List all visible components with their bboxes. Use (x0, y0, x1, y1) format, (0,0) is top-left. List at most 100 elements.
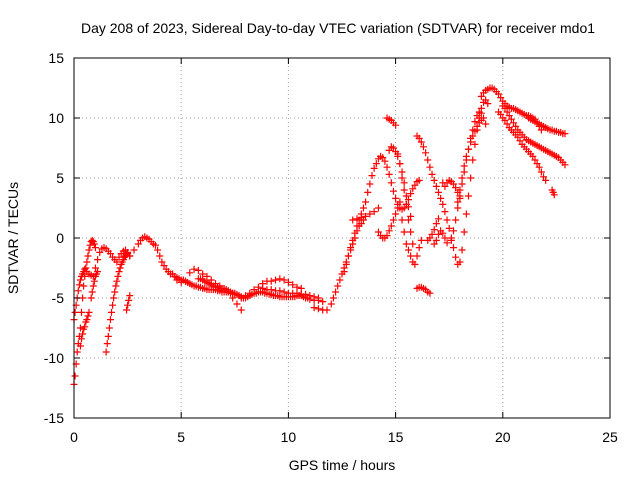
series-arc13 (259, 284, 322, 302)
data-point (550, 191, 558, 199)
data-point (467, 138, 475, 146)
data-point (428, 230, 436, 238)
data-points (70, 84, 569, 388)
data-point (389, 187, 397, 195)
data-point (449, 180, 457, 188)
data-point (106, 316, 114, 324)
data-point (340, 268, 348, 276)
data-point (314, 294, 322, 302)
data-point (310, 293, 318, 301)
data-point (366, 210, 374, 218)
data-point (237, 294, 245, 302)
data-point (111, 288, 119, 296)
data-point (437, 194, 445, 202)
data-point (115, 268, 123, 276)
data-point (392, 210, 400, 218)
series-arc14 (310, 216, 367, 314)
data-point (79, 330, 87, 338)
series-arc21 (398, 216, 425, 268)
series-arc23 (413, 96, 492, 268)
data-point (231, 290, 239, 298)
data-point (357, 214, 365, 222)
data-point (297, 284, 305, 292)
data-point (473, 112, 481, 120)
data-point (86, 241, 94, 249)
data-point (542, 176, 550, 184)
data-point (154, 246, 162, 254)
data-point (458, 180, 466, 188)
data-point (497, 94, 505, 102)
data-point (458, 246, 466, 254)
data-point (477, 109, 485, 117)
data-point (404, 216, 412, 224)
data-point (417, 236, 425, 244)
series-arc31 (499, 102, 569, 169)
y-tick-label: -15 (44, 410, 64, 426)
data-point (75, 281, 83, 289)
data-point (381, 157, 389, 165)
data-point (327, 300, 335, 308)
data-point (233, 300, 241, 308)
data-point (362, 198, 370, 206)
data-point (422, 149, 430, 157)
data-point (402, 240, 410, 248)
data-point (329, 294, 337, 302)
data-point (428, 170, 436, 178)
data-point (76, 324, 84, 332)
data-point (411, 260, 419, 268)
data-point (374, 228, 382, 236)
data-point (482, 96, 490, 104)
data-point (158, 258, 166, 266)
data-point (173, 276, 181, 284)
data-point (385, 227, 393, 235)
data-point (387, 179, 395, 187)
data-point (419, 143, 427, 151)
data-point (366, 180, 374, 188)
data-point (389, 144, 397, 152)
data-point (447, 236, 455, 244)
data-point (103, 340, 111, 348)
data-point (434, 215, 442, 223)
series-arc26 (439, 176, 464, 202)
data-point (349, 216, 357, 224)
series-arc8 (126, 233, 174, 278)
data-point (199, 270, 207, 278)
data-point (78, 335, 86, 343)
data-point (102, 348, 110, 356)
data-point (71, 308, 79, 316)
data-point (537, 168, 545, 176)
data-point (529, 152, 537, 160)
series-arc29 (477, 84, 569, 138)
x-tick-label: 20 (495, 429, 511, 445)
data-point (456, 192, 464, 200)
data-point (404, 246, 412, 254)
data-point (456, 258, 464, 266)
data-point (123, 251, 131, 259)
data-point (387, 222, 395, 230)
data-point (106, 250, 114, 258)
data-point (85, 308, 93, 316)
data-point (396, 160, 404, 168)
data-point (123, 306, 131, 314)
data-point (415, 244, 423, 252)
data-point (407, 190, 415, 198)
data-point (113, 277, 121, 285)
data-point (306, 292, 314, 300)
data-point (124, 301, 132, 309)
data-point (177, 278, 185, 286)
data-point (332, 288, 340, 296)
data-point (392, 121, 400, 129)
data-point (203, 272, 211, 280)
series-arc19 (383, 114, 400, 129)
series-arc17 (374, 198, 404, 242)
y-tick-label: 15 (48, 50, 64, 66)
data-point (394, 150, 402, 158)
data-point (441, 234, 449, 242)
data-point (91, 244, 99, 252)
x-tick-label: 15 (388, 429, 404, 445)
y-tick-label: -5 (52, 290, 65, 306)
data-point (434, 230, 442, 238)
data-point (237, 306, 245, 314)
data-point (88, 288, 96, 296)
data-point (452, 216, 460, 224)
